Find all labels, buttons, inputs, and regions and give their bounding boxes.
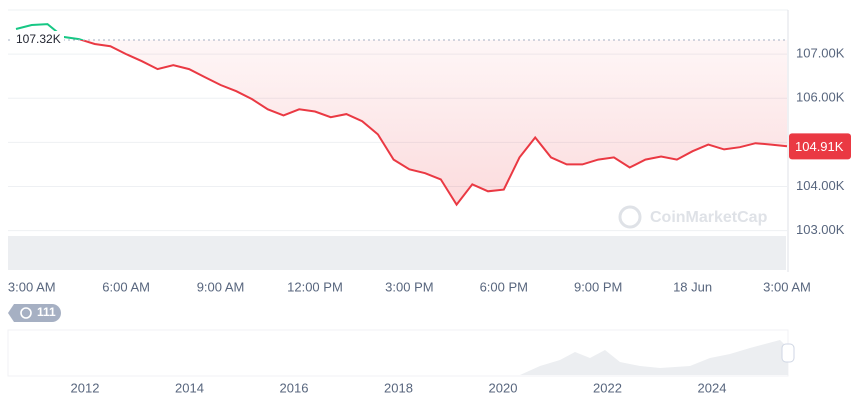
navigator-year: 2012 — [71, 380, 100, 395]
navigator-year: 2016 — [280, 380, 309, 395]
volume-band — [8, 236, 786, 270]
navigator-year: 2014 — [175, 380, 204, 395]
navigator-year: 2020 — [489, 380, 518, 395]
navigator-year: 2018 — [384, 380, 413, 395]
current-price-label: 104.91K — [795, 139, 844, 154]
watermark: CoinMarketCap — [618, 205, 768, 229]
price-line — [78, 40, 788, 207]
area-fill — [16, 40, 787, 205]
badge[interactable]: 111 — [8, 304, 61, 322]
y-tick-label: 106.00K — [796, 90, 845, 105]
reference-label: 107.32K — [16, 32, 61, 46]
y-tick-label: 107.00K — [796, 46, 845, 61]
reference-label-bg — [10, 31, 64, 49]
x-tick-label: 9:00 AM — [197, 279, 245, 294]
x-tick-label: 3:00 PM — [385, 279, 433, 294]
x-tick-label: 18 Jun — [673, 279, 712, 294]
x-tick-label: 12:00 PM — [287, 279, 343, 294]
badge-text: 111 — [37, 305, 56, 319]
x-tick-label: 3:00 AM — [763, 279, 811, 294]
navigator-year: 2024 — [698, 380, 727, 395]
current-price-bg — [789, 133, 851, 160]
x-tick-label: 3:00 AM — [8, 279, 56, 294]
watermark-text: CoinMarketCap — [650, 209, 768, 226]
x-tick-label: 9:00 PM — [574, 279, 622, 294]
navigator-year: 2022 — [593, 380, 622, 395]
x-tick-label: 6:00 PM — [480, 279, 528, 294]
y-tick-label: 104.00K — [796, 178, 845, 193]
y-tick-label: 103.00K — [796, 222, 845, 237]
x-tick-label: 6:00 AM — [102, 279, 150, 294]
navigator-handle[interactable] — [781, 343, 795, 363]
navigator-area — [520, 340, 788, 375]
